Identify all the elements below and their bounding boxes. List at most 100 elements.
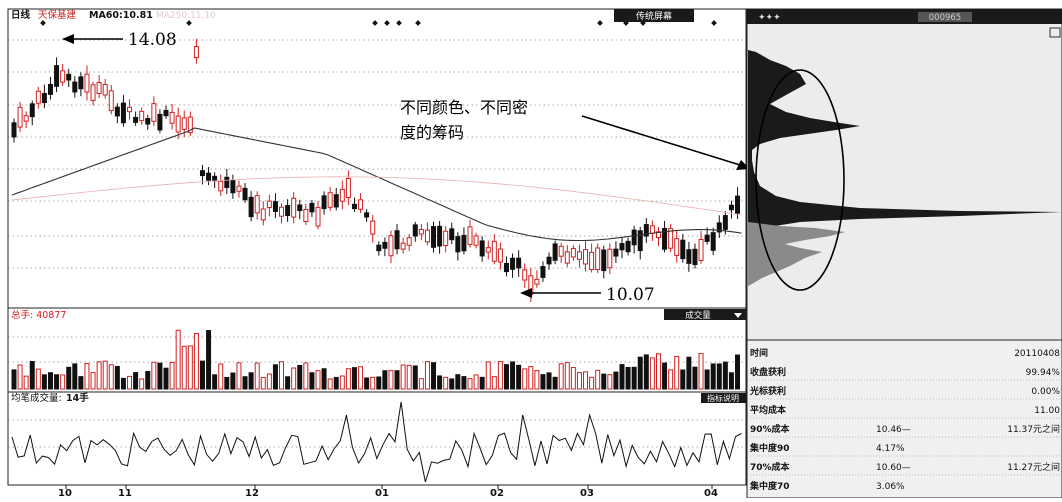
- volume-bar: [662, 362, 668, 390]
- candle: [248, 196, 254, 218]
- candle: [157, 113, 163, 131]
- price-gridlines: [8, 39, 746, 269]
- volume-bar: [461, 376, 467, 390]
- chip-row-mid: 4.17%: [876, 444, 905, 454]
- volume-bars: [11, 329, 741, 390]
- candle: [370, 220, 376, 235]
- chip-panel-icon[interactable]: [1049, 27, 1061, 38]
- candle: [631, 229, 637, 246]
- candle: [643, 224, 649, 237]
- candle: [297, 204, 303, 212]
- indicator-help-button[interactable]: [701, 393, 746, 403]
- volume-bar: [637, 356, 643, 390]
- volume-bar: [315, 370, 321, 390]
- candle: [655, 231, 661, 239]
- chips-annotation-line2: 度的筹码: [400, 123, 464, 142]
- volume-bar: [151, 361, 157, 390]
- candle: [351, 203, 357, 210]
- volume-selector[interactable]: [664, 309, 746, 320]
- chip-row-value: 0.00%: [1031, 387, 1060, 397]
- volume-bar: [674, 355, 680, 390]
- volume-bar: [333, 376, 339, 390]
- candle: [260, 208, 266, 221]
- volume-bar: [376, 376, 382, 390]
- volume-bar: [54, 374, 60, 390]
- volume-bar: [382, 370, 388, 390]
- volume-bar: [120, 377, 126, 390]
- chip-info-rows: 时间 20110408 收盘获利 99.94% 光标获利 0.00% 平均成本 11.00 90…: [749, 347, 1060, 492]
- candle: [114, 106, 120, 117]
- candle: [230, 179, 236, 194]
- volume-bar: [72, 363, 78, 390]
- candle: [680, 239, 686, 260]
- candle: [552, 243, 558, 261]
- x-tick-label: 03: [580, 488, 594, 498]
- candle: [127, 106, 133, 113]
- chip-code-tab[interactable]: [918, 12, 972, 22]
- candle: [72, 81, 78, 93]
- traditional-screen-button[interactable]: [614, 9, 694, 22]
- chip-row-mid: 10.46—: [876, 425, 911, 435]
- volume-bar: [224, 376, 230, 390]
- volume-bar: [534, 370, 540, 390]
- indicator-panel[interactable]: 均笔成交量: 14手 指标说明: [7, 391, 747, 486]
- volume-bar: [327, 378, 333, 390]
- candle: [424, 229, 430, 243]
- chip-distribution-panel[interactable]: ✦✦✦ 000965 时间 20110408 收盘获利 99.94% 光标获利 0.00%…: [746, 8, 1062, 499]
- volume-bar: [540, 374, 546, 390]
- ma250-label: MA250:11.10: [156, 11, 216, 21]
- candle: [279, 206, 285, 217]
- volume-bar: [704, 369, 710, 390]
- x-tick-label: 11: [118, 488, 132, 498]
- date-axis: 10 11 12 01 02 03 04: [8, 484, 746, 499]
- volume-panel[interactable]: 总手: 40877 成交量: [7, 307, 747, 393]
- volume-bar: [169, 361, 175, 390]
- candle: [187, 116, 193, 134]
- chip-info-table: [746, 339, 1062, 499]
- volume-bar: [90, 372, 96, 390]
- volume-bar: [102, 360, 108, 390]
- candle: [364, 212, 370, 218]
- volume-bar: [607, 374, 613, 390]
- chip-code-label: 000965: [929, 13, 961, 23]
- volume-bar: [418, 378, 424, 390]
- candle: [175, 115, 181, 133]
- candle: [254, 195, 260, 214]
- volume-bar: [78, 376, 84, 390]
- candle: [218, 180, 224, 192]
- volume-bar: [710, 363, 716, 390]
- volume-bar: [364, 377, 370, 390]
- volume-bar: [29, 361, 35, 390]
- candle: [206, 172, 212, 181]
- volume-bar: [218, 363, 224, 390]
- volume-bar: [199, 360, 205, 390]
- chip-panel-titlebar: [747, 9, 1062, 24]
- candle: [358, 199, 364, 210]
- volume-bar: [552, 376, 558, 390]
- period-label: 日线: [11, 9, 31, 21]
- volume-bar: [345, 368, 351, 390]
- volume-bar: [254, 362, 260, 390]
- candle: [437, 225, 443, 247]
- chip-row-value: 11.37元之间: [1007, 423, 1060, 435]
- candle: [497, 248, 503, 263]
- candle: [345, 177, 351, 199]
- volume-bar: [431, 362, 437, 390]
- volume-bar: [66, 366, 72, 390]
- chip-row-label: 90%成本: [750, 423, 791, 435]
- volume-bar: [145, 371, 151, 390]
- candle: [66, 73, 72, 81]
- indicator-value: 14手: [66, 392, 89, 404]
- candle: [35, 90, 41, 104]
- candle: [522, 269, 528, 281]
- volume-bar: [722, 361, 728, 390]
- kline-panel[interactable]: 日线 天保基建 MA60:10.81 MA250:11.10 传统屏幕 14.0…: [7, 8, 747, 309]
- candle: [698, 238, 704, 261]
- candle: [224, 176, 230, 188]
- candle: [321, 195, 327, 210]
- volume-bar: [260, 376, 266, 390]
- volume-bar: [41, 374, 47, 390]
- chip-row-value: 11.27元之间: [1007, 461, 1060, 473]
- chip-row-label: 平均成本: [750, 404, 787, 416]
